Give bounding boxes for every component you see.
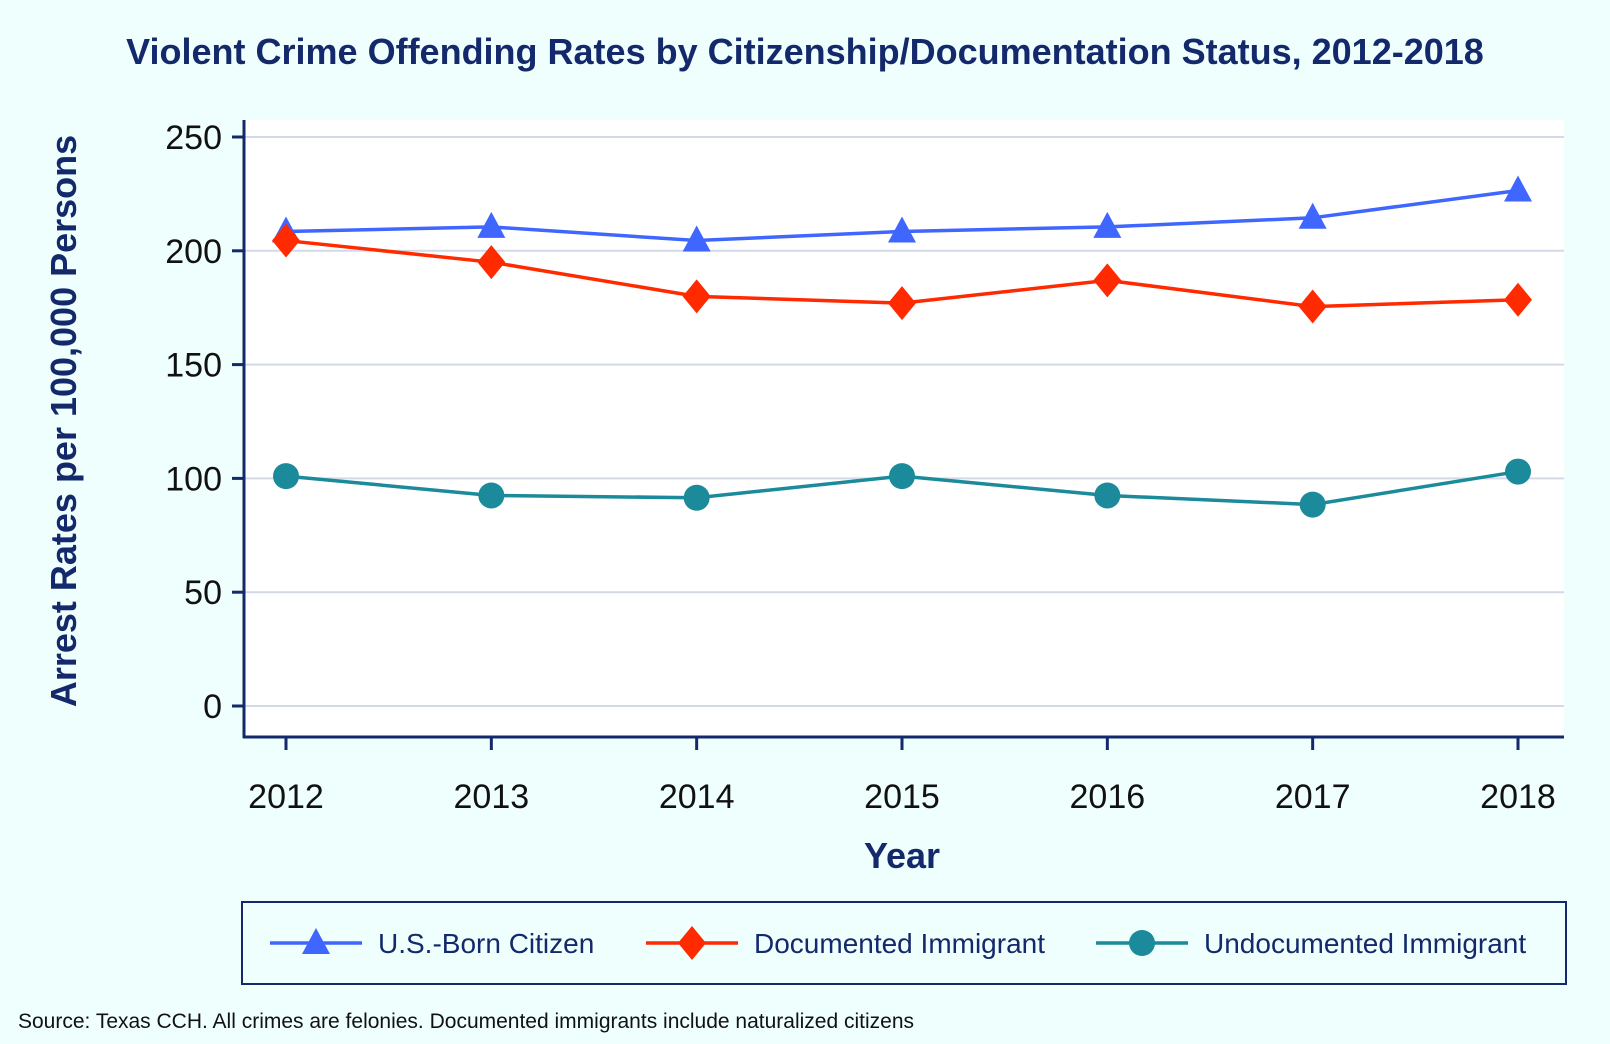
- y-axis-label: Arrest Rates per 100,000 Persons: [43, 135, 84, 707]
- triangle-marker: [477, 211, 506, 238]
- y-tick-label: 150: [165, 347, 222, 385]
- legend-item: Documented Immigrant: [646, 926, 1045, 960]
- x-tick-label: 2014: [659, 778, 735, 816]
- series-documented-immigrant: [272, 223, 1532, 324]
- circle-marker: [1129, 930, 1155, 956]
- x-tick-label: 2012: [248, 778, 324, 816]
- triangle-marker: [1298, 202, 1327, 229]
- diamond-marker: [888, 286, 916, 321]
- circle-marker: [1505, 458, 1531, 485]
- diamond-marker: [1504, 282, 1532, 317]
- x-tick-label: 2013: [454, 778, 530, 816]
- legend-item: Undocumented Immigrant: [1096, 928, 1526, 959]
- x-tick-label: 2015: [864, 778, 940, 816]
- legend-label: Documented Immigrant: [754, 928, 1045, 959]
- y-tick-label: 50: [184, 574, 222, 612]
- circle-marker: [273, 463, 299, 490]
- x-tick-label: 2018: [1480, 778, 1556, 816]
- diamond-marker: [272, 223, 300, 258]
- diamond-marker: [682, 279, 711, 314]
- y-tick-label: 0: [203, 688, 222, 726]
- triangle-marker: [888, 216, 916, 243]
- x-tick-label: 2017: [1275, 778, 1351, 816]
- triangle-marker: [302, 928, 330, 954]
- diamond-marker: [1093, 263, 1122, 298]
- circle-marker: [683, 484, 710, 511]
- triangle-marker: [682, 225, 711, 252]
- circle-marker: [478, 482, 505, 509]
- circle-marker: [1094, 482, 1121, 509]
- x-tick-label: 2016: [1070, 778, 1146, 816]
- circle-marker: [889, 463, 915, 490]
- y-tick-label: 200: [165, 233, 222, 271]
- legend-label: Undocumented Immigrant: [1204, 928, 1526, 959]
- series-undocumented-immigrant: [273, 458, 1531, 518]
- diamond-marker: [477, 245, 506, 280]
- y-tick-label: 100: [165, 460, 222, 498]
- legend-label: U.S.-Born Citizen: [378, 928, 594, 959]
- legend-item: U.S.-Born Citizen: [270, 928, 594, 959]
- circle-marker: [1299, 491, 1326, 518]
- triangle-marker: [1093, 211, 1122, 238]
- plot-area: [244, 120, 1564, 737]
- triangle-marker: [1504, 175, 1532, 202]
- diamond-marker: [678, 926, 706, 960]
- source-note: Source: Texas CCH. All crimes are feloni…: [18, 1010, 914, 1033]
- legend: [241, 901, 1567, 985]
- x-axis-label: Year: [864, 835, 940, 876]
- diamond-marker: [1298, 289, 1327, 324]
- chart-title: Violent Crime Offending Rates by Citizen…: [126, 31, 1484, 72]
- y-tick-label: 250: [165, 119, 222, 157]
